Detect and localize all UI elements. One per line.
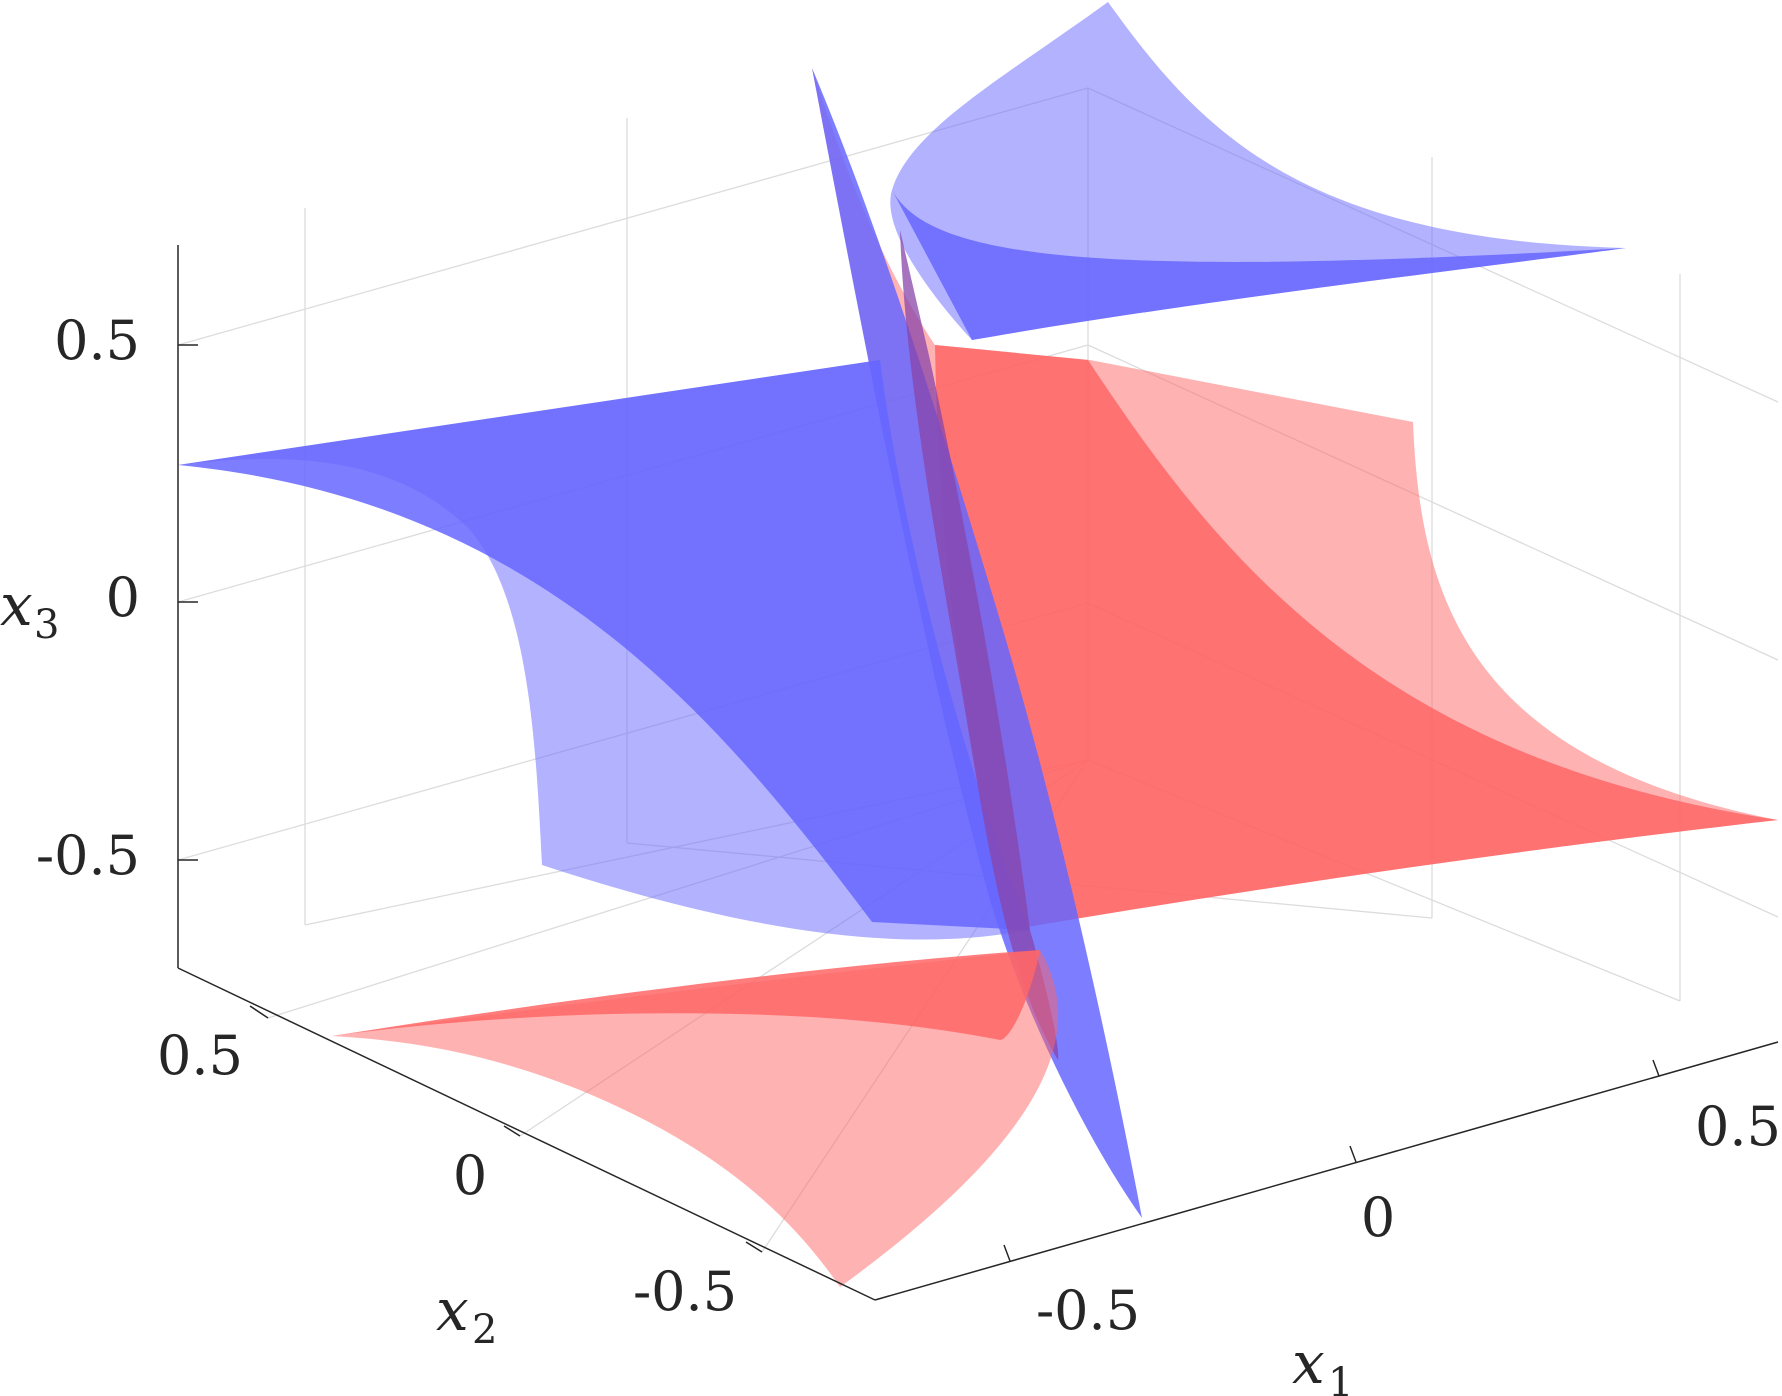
x2-tick-0: 0.5 — [157, 1024, 243, 1087]
blue-left-front — [178, 360, 1030, 930]
x3-tick-0: 0.5 — [54, 309, 140, 372]
svg-text:x: x — [436, 1276, 469, 1344]
x3-tick-2: -0.5 — [36, 824, 140, 887]
x1-tick-2: 0.5 — [1695, 1095, 1781, 1158]
red-front-sheet — [935, 345, 1778, 930]
svg-text:1: 1 — [1328, 1360, 1353, 1396]
x3-tick-1: 0 — [106, 566, 140, 629]
diagonal-strip — [900, 230, 1059, 1060]
blue-top-sheet — [890, 2, 1626, 340]
svg-text:x: x — [0, 571, 33, 639]
x3-axis-label: x 3 — [0, 571, 59, 648]
axes — [177, 245, 1779, 1301]
red-bottom-front — [332, 950, 1040, 1040]
surfaces — [178, 2, 1778, 1287]
x2-tick-2: -0.5 — [633, 1260, 737, 1323]
x1-tick-0: -0.5 — [1036, 1279, 1140, 1342]
svg-text:x: x — [1292, 1329, 1325, 1396]
x2-tick-1: 0 — [453, 1144, 487, 1207]
svg-text:2: 2 — [472, 1307, 497, 1353]
x1-tick-1: 0 — [1361, 1186, 1395, 1249]
red-bottom-sheet — [332, 950, 1059, 1287]
blue-top-underside — [892, 190, 1626, 340]
x2-axis-label: x 2 — [436, 1276, 497, 1353]
svg-text:3: 3 — [34, 602, 59, 648]
x1-axis-label: x 1 — [1292, 1329, 1353, 1396]
